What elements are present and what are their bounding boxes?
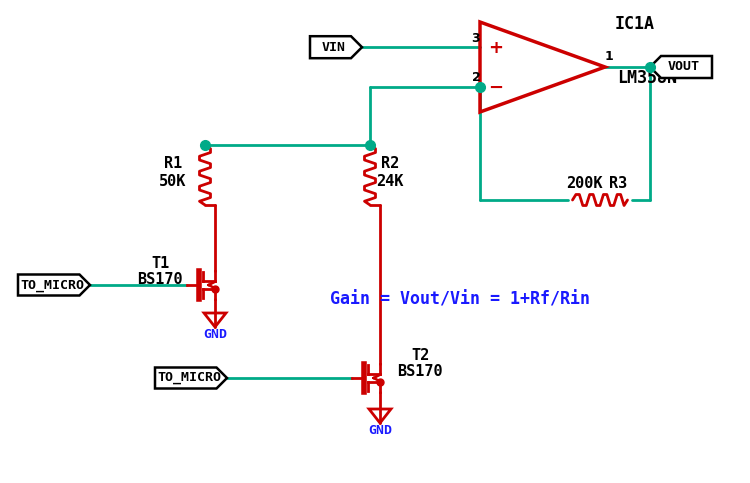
Polygon shape: [310, 36, 362, 58]
Text: R3: R3: [609, 176, 627, 191]
Text: BS170: BS170: [398, 365, 442, 380]
Text: −: −: [488, 79, 503, 97]
Text: R2: R2: [381, 156, 399, 170]
Text: 50K: 50K: [159, 173, 187, 188]
Text: TO_MICRO: TO_MICRO: [20, 279, 84, 292]
Text: VOUT: VOUT: [668, 60, 700, 73]
Text: GND: GND: [203, 328, 227, 341]
Polygon shape: [650, 56, 712, 78]
Text: VIN: VIN: [322, 41, 346, 54]
Text: TO_MICRO: TO_MICRO: [157, 371, 221, 384]
Text: R1: R1: [164, 156, 182, 170]
Text: IC1A: IC1A: [615, 15, 655, 33]
Text: Gain = Vout/Vin = 1+Rf/Rin: Gain = Vout/Vin = 1+Rf/Rin: [330, 291, 590, 309]
Text: 1: 1: [604, 51, 613, 63]
Text: +: +: [488, 39, 503, 57]
Text: T1: T1: [151, 256, 170, 270]
Text: 2: 2: [472, 71, 480, 85]
Text: GND: GND: [368, 425, 392, 438]
Text: T2: T2: [411, 349, 429, 364]
Polygon shape: [18, 274, 90, 296]
Text: 24K: 24K: [376, 173, 404, 188]
Text: 200K: 200K: [566, 176, 602, 191]
Text: LM358N: LM358N: [617, 69, 677, 87]
Text: BS170: BS170: [137, 271, 183, 286]
Text: 3: 3: [472, 32, 480, 45]
Polygon shape: [155, 368, 227, 388]
